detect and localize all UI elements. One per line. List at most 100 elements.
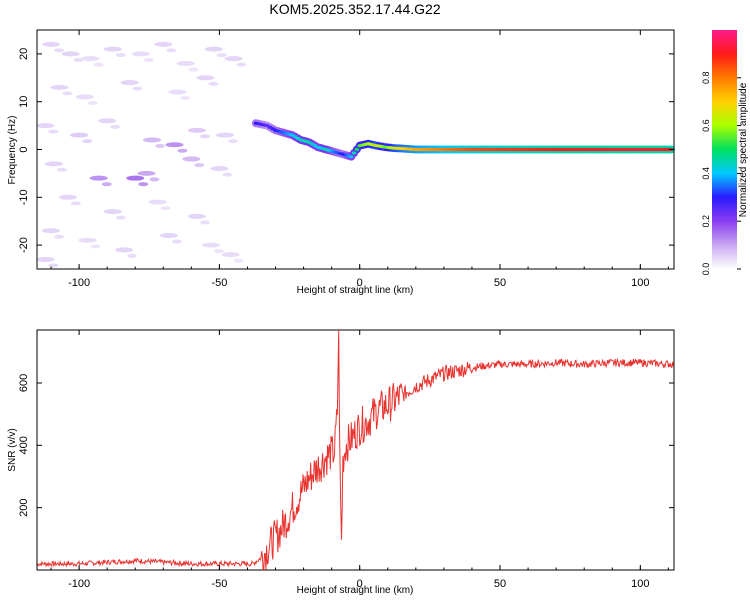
noise-patch bbox=[81, 56, 100, 62]
ridge-core bbox=[581, 147, 586, 152]
colorbar-tick-label: 0.8 bbox=[701, 72, 711, 85]
x-tick-label: 50 bbox=[494, 277, 506, 289]
ridge-core bbox=[556, 147, 562, 152]
ridge-core bbox=[620, 147, 625, 152]
noise-patch bbox=[137, 170, 156, 176]
snr-y-label: SNR (v/v) bbox=[7, 428, 18, 471]
y-tick-label: -10 bbox=[18, 189, 30, 205]
noise-patch bbox=[149, 177, 160, 182]
noise-patch bbox=[236, 62, 247, 67]
spectrogram-x-label: Height of straight line (km) bbox=[297, 285, 414, 296]
ridge-core bbox=[517, 147, 523, 152]
noise-patch bbox=[36, 123, 55, 129]
noise-patch bbox=[188, 67, 199, 72]
x-tick-label: -100 bbox=[68, 578, 90, 590]
ridge-core bbox=[354, 147, 360, 151]
noise-patch bbox=[126, 175, 145, 181]
colorbar: 0.0 0.2 0.4 0.6 0.8 Normalized spectral ampl… bbox=[701, 30, 749, 275]
noise-patch bbox=[199, 134, 210, 139]
noise-patch bbox=[103, 209, 122, 215]
ridge-core bbox=[538, 147, 544, 152]
ridge-core bbox=[499, 147, 505, 152]
noise-patch bbox=[176, 60, 195, 66]
ridge-core bbox=[602, 147, 607, 152]
y-tick-label: -20 bbox=[18, 237, 30, 253]
colorbar-tick-label: 0.0 bbox=[701, 263, 711, 276]
colorbar-ticks: 0.0 0.2 0.4 0.6 0.8 bbox=[701, 72, 741, 276]
y-tick-label: 10 bbox=[18, 96, 30, 108]
x-tick-label: 50 bbox=[494, 578, 506, 590]
ridge-core bbox=[487, 147, 493, 152]
x-tick-label: 100 bbox=[631, 578, 649, 590]
ridge-core bbox=[635, 147, 640, 152]
ridge-core bbox=[511, 147, 517, 152]
noise-patch bbox=[216, 53, 227, 58]
y-tick-label: 20 bbox=[18, 48, 30, 60]
noise-patch bbox=[155, 143, 166, 148]
noise-patch bbox=[50, 84, 69, 90]
ridge-core bbox=[638, 147, 643, 152]
noise-patch bbox=[89, 175, 108, 181]
noise-patch bbox=[70, 201, 81, 206]
ridge-core bbox=[469, 147, 475, 152]
noise-patch bbox=[138, 182, 149, 187]
ridge-core bbox=[526, 147, 532, 152]
noise-patch bbox=[204, 46, 223, 52]
noise-patch bbox=[159, 233, 178, 239]
colorbar-tick-label: 0.2 bbox=[701, 215, 711, 228]
snr-y-ticks: 200 400 600 bbox=[18, 374, 674, 517]
ridge-core bbox=[617, 147, 622, 152]
noise-patch bbox=[103, 46, 122, 52]
noise-patch bbox=[160, 206, 171, 211]
noise-patch bbox=[42, 41, 61, 47]
spectrogram-x-ticks: -100 -50 0 50 100 bbox=[50, 30, 669, 289]
x-tick-label: 0 bbox=[357, 277, 363, 289]
noise-patch bbox=[201, 242, 220, 248]
ridge-core bbox=[659, 147, 664, 152]
ridge-core bbox=[632, 147, 637, 152]
ridge-core bbox=[650, 147, 655, 152]
y-tick-label: 0 bbox=[18, 146, 30, 152]
ridge-core bbox=[641, 147, 646, 152]
noise-patch bbox=[115, 215, 126, 220]
noise-patch bbox=[78, 237, 97, 243]
y-tick-label: 400 bbox=[18, 436, 30, 454]
colorbar-swatch bbox=[712, 30, 737, 269]
noise-patch bbox=[70, 132, 89, 138]
snr-frame bbox=[36, 329, 675, 571]
ridge-core bbox=[653, 147, 658, 152]
noise-patch bbox=[87, 100, 98, 105]
y-tick-label: 600 bbox=[18, 374, 30, 392]
ridge-core bbox=[568, 147, 574, 152]
noise-patch bbox=[62, 91, 73, 96]
ridge-core bbox=[553, 147, 559, 152]
noise-patch bbox=[208, 81, 219, 86]
noise-patch bbox=[143, 57, 154, 62]
y-tick-label: 200 bbox=[18, 498, 30, 516]
noise-patch bbox=[48, 263, 59, 268]
noise-patch bbox=[75, 94, 94, 100]
ridge-core bbox=[605, 147, 610, 152]
ridge-core bbox=[550, 147, 556, 152]
noise-patch bbox=[210, 166, 229, 172]
ridge-core bbox=[547, 147, 553, 152]
snr-series-line bbox=[36, 329, 674, 570]
noise-patch bbox=[166, 48, 177, 53]
spectrogram-y-label: Frequency (Hz) bbox=[7, 116, 18, 185]
ridge-core bbox=[614, 147, 619, 152]
ridge-core bbox=[484, 147, 490, 152]
ridge-core bbox=[490, 147, 496, 152]
ridge-core bbox=[478, 147, 484, 152]
ridge-core bbox=[472, 147, 478, 152]
noise-patch bbox=[115, 53, 126, 58]
ridge-core bbox=[584, 147, 589, 152]
ridge-core bbox=[520, 147, 526, 152]
noise-patch bbox=[187, 213, 206, 219]
noise-patch bbox=[131, 51, 150, 57]
spectrogram-ridge-layer bbox=[251, 119, 675, 161]
ridge-core bbox=[623, 147, 628, 152]
x-tick-label: -50 bbox=[211, 578, 227, 590]
noise-patch bbox=[168, 89, 187, 95]
noise-patch bbox=[180, 96, 191, 101]
